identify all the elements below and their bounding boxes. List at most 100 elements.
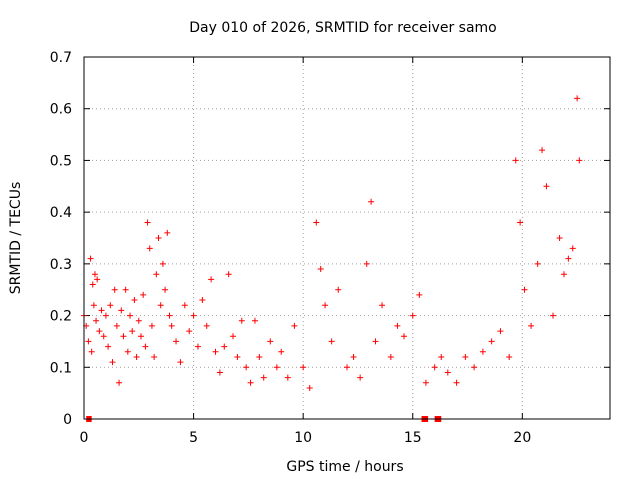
- data-point: [186, 328, 193, 335]
- data-point: [284, 374, 291, 381]
- data-point: [273, 364, 280, 371]
- data-point: [350, 353, 357, 360]
- y-tick-label: 0.5: [50, 153, 72, 169]
- grid-lines: [84, 57, 610, 419]
- data-point: [131, 297, 138, 304]
- data-point: [91, 271, 98, 278]
- data-point: [400, 333, 407, 340]
- y-tick-label: 0.6: [50, 102, 72, 118]
- data-point: [317, 266, 324, 273]
- data-point: [102, 312, 109, 319]
- data-point: [133, 353, 140, 360]
- data-point: [137, 333, 144, 340]
- data-point: [144, 219, 151, 226]
- data-point: [159, 260, 166, 267]
- data-point: [89, 281, 96, 288]
- data-point: [438, 353, 445, 360]
- data-point: [155, 235, 162, 241]
- data-point: [208, 276, 215, 283]
- data-point: [335, 286, 342, 293]
- data-point: [190, 312, 197, 319]
- data-point: [230, 333, 237, 340]
- data-point: [328, 338, 335, 345]
- data-point: [313, 219, 320, 226]
- data-point: [372, 338, 379, 345]
- data-point: [444, 369, 451, 376]
- data-point: [177, 359, 184, 366]
- axis-ticks: 0 5 10 15 20 0 0.1 0.2 0.3 0.4 0.5 0.6 0.7: [50, 50, 610, 446]
- data-point: [199, 297, 206, 304]
- chart-title: Day 010 of 2026, SRMTID for receiver sam…: [189, 20, 497, 36]
- data-point: [565, 255, 572, 262]
- data-point: [363, 260, 370, 267]
- data-point: [243, 364, 250, 371]
- data-point: [85, 338, 92, 345]
- data-point: [574, 95, 581, 102]
- data-point: [251, 317, 258, 324]
- data-point: [479, 348, 486, 355]
- data-point: [306, 384, 313, 391]
- data-point: [488, 338, 495, 345]
- data-point: [148, 322, 155, 329]
- data-point: [118, 307, 125, 314]
- x-tick-label: 20: [513, 430, 531, 446]
- data-point: [462, 353, 469, 360]
- data-point: [238, 317, 245, 324]
- data-point: [135, 317, 142, 324]
- data-point: [521, 286, 528, 293]
- y-tick-label: 0.2: [50, 309, 72, 325]
- x-tick-label: 10: [294, 430, 312, 446]
- y-tick-label: 0: [63, 412, 72, 428]
- data-point: [87, 255, 94, 262]
- x-tick-label: 15: [404, 430, 422, 446]
- data-point: [153, 271, 160, 278]
- data-point: [260, 374, 267, 381]
- data-point: [124, 348, 131, 355]
- data-point: [151, 353, 158, 360]
- data-point: [166, 312, 173, 319]
- data-point: [225, 271, 232, 278]
- data-point: [203, 322, 210, 329]
- data-point: [560, 271, 567, 278]
- data-point: [344, 364, 350, 371]
- data-point: [291, 322, 298, 329]
- data-point: [96, 328, 103, 335]
- data-point: [576, 157, 583, 164]
- data-point: [105, 343, 112, 350]
- data-point: [181, 302, 188, 309]
- data-point: [88, 348, 95, 355]
- data-point: [422, 379, 429, 386]
- data-point: [142, 343, 149, 350]
- data-point: [122, 286, 129, 293]
- data-point: [506, 353, 513, 360]
- data-point: [497, 328, 504, 335]
- data-point: [116, 379, 123, 386]
- data-point: [517, 219, 524, 226]
- data-point: [90, 302, 97, 309]
- data-point: [394, 322, 401, 329]
- data-point: [146, 245, 153, 252]
- data-point: [164, 229, 171, 236]
- data-point: [539, 147, 546, 154]
- data-point: [93, 317, 100, 324]
- data-point: [113, 322, 120, 329]
- data-point: [194, 343, 201, 350]
- data-point: [234, 353, 241, 360]
- data-point: [278, 348, 285, 355]
- y-tick-label: 0.4: [50, 205, 72, 221]
- data-point: [416, 291, 423, 298]
- data-point: [216, 369, 223, 376]
- data-point: [267, 338, 274, 345]
- data-point: [221, 343, 228, 350]
- data-point: [168, 322, 175, 329]
- data-points: [81, 95, 583, 391]
- data-point: [550, 312, 557, 319]
- data-point: [140, 291, 147, 298]
- data-point: [379, 302, 386, 309]
- x-axis-label: GPS time / hours: [286, 459, 403, 475]
- data-point: [556, 235, 563, 241]
- data-point: [173, 338, 180, 345]
- data-point: [120, 333, 127, 340]
